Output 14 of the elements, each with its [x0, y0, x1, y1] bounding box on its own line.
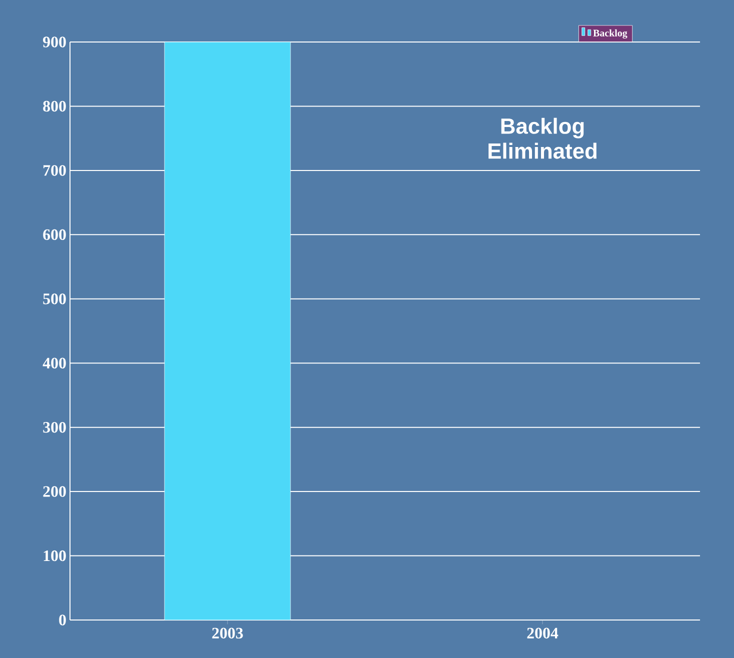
- legend-label: Backlog: [593, 29, 628, 39]
- y-tick-label: 600: [43, 229, 66, 240]
- y-tick-label: 900: [43, 36, 66, 48]
- x-tick-label: 2004: [527, 628, 558, 639]
- y-tick-label: 300: [43, 422, 66, 433]
- y-tick-label: 200: [43, 486, 66, 497]
- y-tick-label: 400: [42, 358, 66, 368]
- y-tick-label: 0: [59, 614, 66, 626]
- annotation: Backlog Eliminated: [488, 118, 596, 159]
- y-tick-label: 500: [43, 294, 66, 304]
- x-tick-label: 2003: [212, 628, 243, 639]
- y-tick-label: 800: [43, 100, 66, 112]
- y-tick-label: 700: [43, 165, 66, 176]
- y-tick-label: 100: [44, 550, 66, 562]
